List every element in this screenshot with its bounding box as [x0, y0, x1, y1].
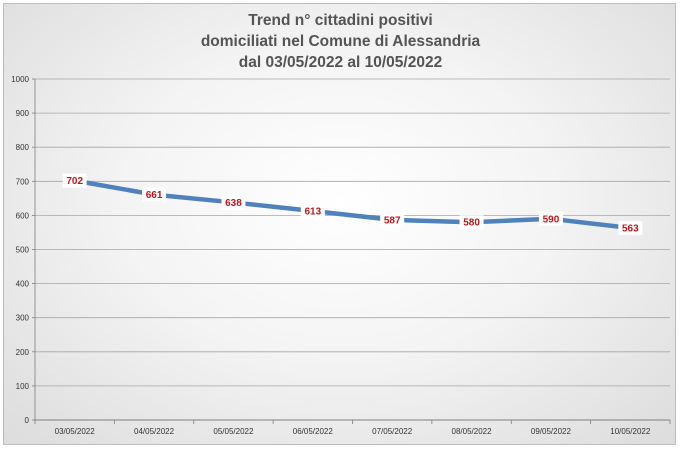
data-label-7: 563 [622, 224, 639, 235]
data-label-1: 661 [146, 190, 163, 201]
chart-title-line-1: Trend n° cittadini positivi [248, 12, 433, 29]
series-line [72, 178, 633, 231]
y-tick-label-600: 600 [16, 211, 30, 220]
x-tick-label-7: 10/05/2022 [610, 427, 651, 436]
y-tick-label-200: 200 [16, 348, 30, 357]
x-tick-label-6: 09/05/2022 [531, 427, 572, 436]
y-tick-label-800: 800 [16, 143, 30, 152]
data-label-box-3 [300, 203, 325, 218]
y-tick-label-300: 300 [16, 314, 30, 323]
data-label-5: 580 [463, 218, 480, 229]
data-label-box-2 [221, 195, 246, 210]
data-label-box-6 [538, 211, 563, 226]
data-label-0: 702 [66, 176, 83, 187]
data-label-4: 587 [384, 215, 401, 226]
y-tick-label-100: 100 [16, 382, 30, 391]
data-label-box-4 [380, 212, 405, 227]
x-tick-label-2: 05/05/2022 [213, 427, 254, 436]
x-tick-label-5: 08/05/2022 [452, 427, 493, 436]
data-label-box-7 [618, 221, 643, 236]
chart-title: Trend n° cittadini positivi domiciliati … [4, 10, 677, 73]
data-label-box-1 [142, 187, 167, 202]
data-label-box-5 [459, 215, 484, 230]
chart-title-line-2: domiciliati nel Comune di Alessandria [200, 33, 481, 50]
x-tick-label-4: 07/05/2022 [372, 427, 413, 436]
y-tick-label-1000: 1000 [11, 75, 29, 84]
data-label-box-0 [62, 173, 87, 188]
y-tick-label-900: 900 [16, 109, 30, 118]
x-tick-label-0: 03/05/2022 [55, 427, 96, 436]
y-tick-label-0: 0 [25, 416, 30, 425]
data-label-2: 638 [225, 198, 242, 209]
chart-frame: Trend n° cittadini positivi domiciliati … [3, 3, 676, 445]
y-tick-label-700: 700 [16, 177, 30, 186]
y-tick-label-400: 400 [16, 280, 30, 289]
data-label-6: 590 [543, 214, 560, 225]
chart-title-line-3: dal 03/05/2022 al 10/05/2022 [238, 54, 443, 71]
data-label-3: 613 [304, 206, 321, 217]
x-tick-label-1: 04/05/2022 [134, 427, 175, 436]
x-tick-label-3: 06/05/2022 [293, 427, 334, 436]
y-tick-label-500: 500 [16, 246, 30, 255]
